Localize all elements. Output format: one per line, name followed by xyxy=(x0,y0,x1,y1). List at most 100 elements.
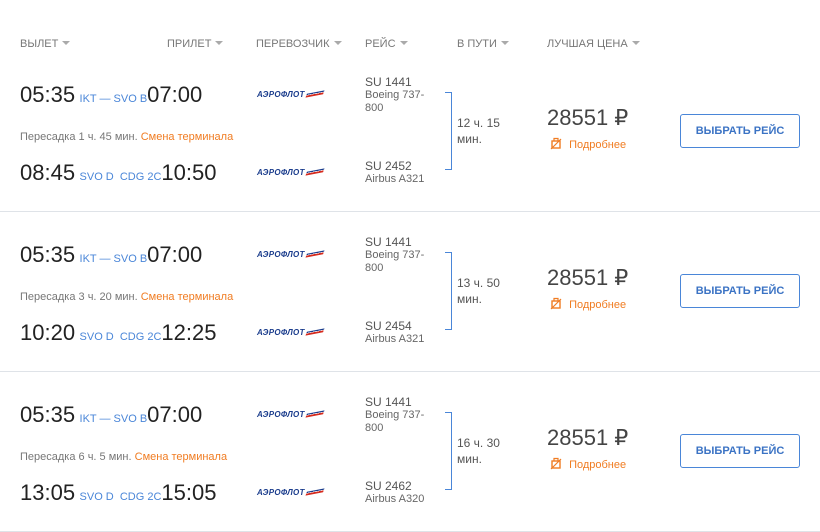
duration-bracket xyxy=(445,412,452,490)
baggage-icon xyxy=(550,137,562,150)
aircraft: 800 xyxy=(365,102,384,114)
header-label: В ПУТИ xyxy=(457,38,497,50)
flight-result-row: 05:35 IKT — SVO B07:00 Пересадка 3 ч. 20… xyxy=(0,212,820,372)
departure-time: 13:05 xyxy=(20,480,76,505)
aircraft: 800 xyxy=(365,422,384,434)
terminal-change: Смена терминала xyxy=(134,451,228,463)
total-duration: 16 ч. 30 мин. xyxy=(457,435,500,467)
departure-time: 05:35 xyxy=(20,242,76,267)
baggage-icon xyxy=(550,297,562,310)
caret-down-icon xyxy=(631,41,640,45)
route-codes: IKT — SVO B xyxy=(79,413,148,425)
price: 28551 ₽ xyxy=(547,105,629,130)
segment-2-times: 13:05 SVO D CDG 2C15:05 xyxy=(20,480,216,506)
segment-2-flight: SU 2452 Airbus A321 xyxy=(365,160,424,186)
departure-time: 10:20 xyxy=(20,320,76,345)
transfer-info: Пересадка 6 ч. 5 мин. Смена терминала xyxy=(20,451,227,463)
route-codes: SVO D CDG 2C xyxy=(79,331,162,343)
duration-line: мин. xyxy=(457,132,482,146)
segment-2-flight: SU 2462 Airbus A320 xyxy=(365,480,424,506)
duration-line: мин. xyxy=(457,452,482,466)
flight-number: SU 1441 xyxy=(365,395,412,409)
arrival-time: 10:50 xyxy=(161,160,217,185)
select-flight-button[interactable]: ВЫБРАТЬ РЕЙС xyxy=(680,274,800,308)
arrival-time: 07:00 xyxy=(147,82,203,107)
aircraft: Airbus A321 xyxy=(365,173,425,185)
flight-number: SU 1441 xyxy=(365,235,412,249)
aircraft: Airbus A321 xyxy=(365,333,425,345)
price: 28551 ₽ xyxy=(547,425,629,450)
departure-time: 05:35 xyxy=(20,82,76,107)
segment-2-times: 10:20 SVO D CDG 2C12:25 xyxy=(20,320,216,346)
segment-1-times: 05:35 IKT — SVO B07:00 xyxy=(20,242,202,268)
arrival-time: 07:00 xyxy=(147,242,203,267)
departure-time: 08:45 xyxy=(20,160,76,185)
route-codes: SVO D CDG 2C xyxy=(79,171,162,183)
details-link[interactable]: Подробнее xyxy=(550,297,626,311)
segment-1-times: 05:35 IKT — SVO B07:00 xyxy=(20,402,202,428)
caret-down-icon xyxy=(62,41,71,45)
select-flight-button[interactable]: ВЫБРАТЬ РЕЙС xyxy=(680,434,800,468)
transfer-duration: Пересадка 6 ч. 5 мин. xyxy=(20,451,132,463)
aircraft: Airbus A320 xyxy=(365,493,425,505)
flight-result-row: 05:35 IKT — SVO B07:00 Пересадка 6 ч. 5 … xyxy=(0,372,820,532)
flight-number: SU 2454 xyxy=(365,319,412,333)
segment-1-flight: SU 1441 Boeing 737- 800 xyxy=(365,76,424,115)
segment-2-flight: SU 2454 Airbus A321 xyxy=(365,320,424,346)
sort-duration[interactable]: В ПУТИ xyxy=(457,38,509,50)
details-link[interactable]: Подробнее xyxy=(550,457,626,471)
header-label: РЕЙС xyxy=(365,38,396,50)
sort-best-price[interactable]: ЛУЧШАЯ ЦЕНА xyxy=(547,38,640,50)
arrival-time: 07:00 xyxy=(147,402,203,427)
departure-time: 05:35 xyxy=(20,402,76,427)
flight-number: SU 2452 xyxy=(365,159,412,173)
header-label: ВЫЛЕТ xyxy=(20,38,59,50)
aeroflot-logo: АЭРОФЛОТ xyxy=(257,328,325,337)
total-duration: 13 ч. 50 мин. xyxy=(457,275,500,307)
aeroflot-logo: АЭРОФЛОТ xyxy=(257,488,325,497)
aircraft: Boeing 737- xyxy=(365,409,425,421)
duration-line: 12 ч. 15 xyxy=(457,116,500,130)
details-label: Подробнее xyxy=(569,459,627,471)
transfer-info: Пересадка 1 ч. 45 мин. Смена терминала xyxy=(20,131,233,143)
caret-down-icon xyxy=(333,41,342,45)
details-label: Подробнее xyxy=(569,299,627,311)
caret-down-icon xyxy=(500,41,509,45)
aeroflot-logo: АЭРОФЛОТ xyxy=(257,410,325,419)
arrival-time: 15:05 xyxy=(161,480,217,505)
select-flight-button[interactable]: ВЫБРАТЬ РЕЙС xyxy=(680,114,800,148)
total-duration: 12 ч. 15 мин. xyxy=(457,115,500,147)
flight-result-row: 05:35 IKT — SVO B07:00 Пересадка 1 ч. 45… xyxy=(0,52,820,212)
duration-line: мин. xyxy=(457,292,482,306)
details-link[interactable]: Подробнее xyxy=(550,137,626,151)
price: 28551 ₽ xyxy=(547,265,629,290)
transfer-duration: Пересадка 3 ч. 20 мин. xyxy=(20,291,138,303)
sort-arrival[interactable]: ПРИЛЕТ xyxy=(167,38,224,50)
duration-line: 13 ч. 50 xyxy=(457,276,500,290)
aircraft: Boeing 737- xyxy=(365,89,425,101)
caret-down-icon xyxy=(215,41,224,45)
duration-line: 16 ч. 30 xyxy=(457,436,500,450)
duration-bracket xyxy=(445,252,452,330)
terminal-change: Смена терминала xyxy=(140,291,234,303)
details-label: Подробнее xyxy=(569,139,627,151)
route-codes: IKT — SVO B xyxy=(79,93,148,105)
sort-carrier[interactable]: ПЕРЕВОЗЧИК xyxy=(256,38,342,50)
aircraft: 800 xyxy=(365,262,384,274)
sort-departure[interactable]: ВЫЛЕТ xyxy=(20,38,71,50)
aircraft: Boeing 737- xyxy=(365,249,425,261)
flight-number: SU 1441 xyxy=(365,75,412,89)
aeroflot-logo: АЭРОФЛОТ xyxy=(257,90,325,99)
aeroflot-logo: АЭРОФЛОТ xyxy=(257,168,325,177)
caret-down-icon xyxy=(399,41,408,45)
sort-flight[interactable]: РЕЙС xyxy=(365,38,408,50)
header-label: ПЕРЕВОЗЧИК xyxy=(256,38,330,50)
route-codes: IKT — SVO B xyxy=(79,253,148,265)
segment-1-flight: SU 1441 Boeing 737- 800 xyxy=(365,396,424,435)
segment-1-flight: SU 1441 Boeing 737- 800 xyxy=(365,236,424,275)
header-label: ЛУЧШАЯ ЦЕНА xyxy=(547,38,628,50)
segment-2-times: 08:45 SVO D CDG 2C10:50 xyxy=(20,160,216,186)
baggage-icon xyxy=(550,457,562,470)
arrival-time: 12:25 xyxy=(161,320,217,345)
terminal-change: Смена терминала xyxy=(140,131,234,143)
